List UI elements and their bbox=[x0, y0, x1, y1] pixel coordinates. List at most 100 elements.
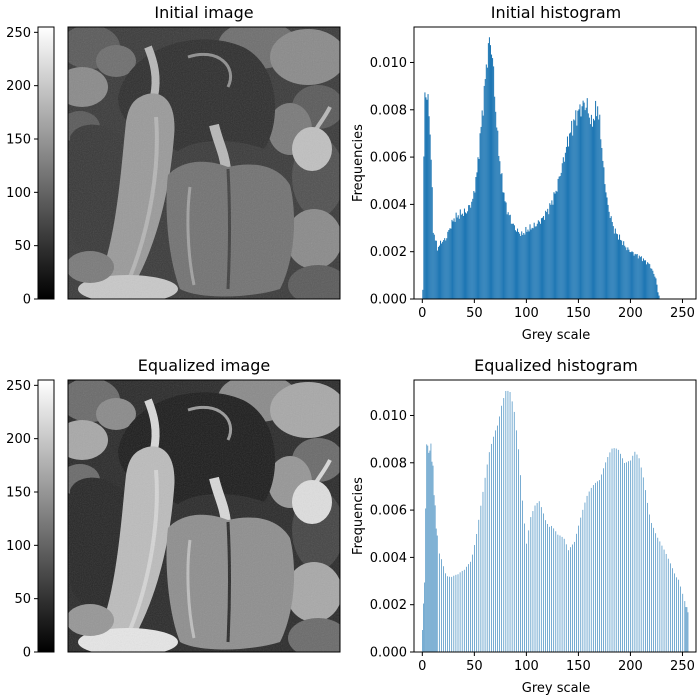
histogram-bar bbox=[613, 233, 615, 299]
histogram-bar bbox=[611, 221, 613, 299]
histogram-bar bbox=[491, 443, 492, 652]
histogram-bar bbox=[432, 465, 434, 652]
histogram-bar bbox=[586, 495, 588, 652]
histogram-bar bbox=[472, 554, 473, 652]
histogram-bar bbox=[588, 117, 590, 299]
initial-colorbar-ticks: 0 50 100 150 200 250 bbox=[6, 26, 38, 308]
histogram-bar bbox=[545, 210, 547, 299]
histogram-bar bbox=[592, 485, 594, 652]
histogram-bar bbox=[609, 218, 611, 299]
histogram-bar bbox=[561, 536, 563, 652]
histogram-bar bbox=[650, 268, 652, 299]
histogram-bar bbox=[526, 231, 528, 299]
histogram-bar bbox=[587, 113, 589, 299]
histogram-bar bbox=[657, 537, 659, 652]
x-tick-label: 150 bbox=[566, 659, 591, 674]
histogram-bar bbox=[579, 104, 581, 299]
histogram-bar bbox=[454, 221, 456, 299]
histogram-bar bbox=[636, 454, 638, 652]
histogram-bar bbox=[422, 289, 424, 299]
y-tick-label: 0.006 bbox=[370, 504, 407, 519]
histogram-bar bbox=[556, 191, 558, 299]
histogram-bar bbox=[460, 214, 462, 299]
histogram-bar bbox=[645, 490, 646, 652]
histogram-bar bbox=[499, 416, 500, 652]
histogram-bar bbox=[573, 119, 575, 299]
histogram-bar bbox=[611, 448, 613, 652]
histogram-bar bbox=[486, 464, 488, 652]
histogram-bar bbox=[599, 114, 601, 300]
histogram-bar bbox=[524, 234, 526, 299]
colorbar-tick-label: 50 bbox=[14, 592, 31, 607]
histogram-bar bbox=[583, 102, 585, 299]
colorbar-tick-label: 250 bbox=[6, 379, 31, 394]
y-tick-label: 0.002 bbox=[370, 245, 407, 260]
histogram-bar bbox=[663, 549, 665, 652]
histogram-bar bbox=[638, 458, 640, 652]
histogram-bar bbox=[429, 450, 431, 652]
histogram-bar bbox=[633, 255, 635, 299]
histogram-bar bbox=[453, 218, 455, 299]
histogram-bar bbox=[517, 228, 519, 299]
histogram-bar bbox=[624, 462, 625, 652]
histogram-bar bbox=[491, 54, 493, 299]
histogram-bar bbox=[550, 204, 552, 299]
histogram-bar bbox=[498, 155, 500, 299]
histogram-bar bbox=[515, 430, 517, 652]
histogram-bar bbox=[676, 577, 677, 652]
histogram-bar bbox=[571, 120, 573, 300]
initial-histogram-ylabel: Frequencies bbox=[351, 124, 366, 202]
histogram-bar bbox=[427, 445, 429, 652]
histogram-bar bbox=[589, 124, 591, 299]
histogram-bar bbox=[597, 106, 599, 299]
histogram-bar bbox=[534, 226, 536, 299]
histogram-bar bbox=[463, 208, 465, 299]
histogram-bar bbox=[595, 482, 596, 652]
histogram-bar bbox=[560, 172, 562, 299]
histogram-bar bbox=[508, 215, 510, 299]
histogram-bar bbox=[646, 264, 648, 299]
histogram-bar bbox=[649, 264, 651, 299]
histogram-bar bbox=[538, 221, 540, 299]
histogram-bar bbox=[543, 513, 544, 652]
histogram-bar bbox=[518, 232, 520, 299]
histogram-bar bbox=[565, 146, 567, 299]
histogram-bar bbox=[564, 152, 566, 299]
histogram-bar bbox=[570, 132, 572, 299]
histogram-bar bbox=[655, 533, 657, 652]
histogram-bar bbox=[547, 208, 549, 299]
histogram-bar bbox=[509, 214, 511, 299]
histogram-bar bbox=[429, 134, 431, 299]
histogram-bar bbox=[521, 231, 523, 299]
histogram-bar bbox=[552, 204, 554, 299]
histogram-bar bbox=[527, 229, 529, 299]
histogram-bar bbox=[456, 217, 458, 299]
equalized-colorbar-ticks: 0 50 100 150 200 250 bbox=[6, 379, 38, 661]
histogram-bar bbox=[682, 593, 684, 652]
histogram-bar bbox=[524, 523, 525, 652]
histogram-bar bbox=[447, 231, 449, 299]
histogram-bar bbox=[581, 106, 583, 299]
histogram-bar bbox=[614, 228, 616, 299]
histogram-bar bbox=[506, 214, 508, 299]
histogram-bar bbox=[590, 114, 592, 300]
histogram-bar bbox=[577, 110, 579, 299]
histogram-bar bbox=[580, 116, 582, 299]
histogram-bar bbox=[584, 502, 586, 652]
equalized-histogram-ylabel: Frequencies bbox=[351, 477, 366, 555]
histogram-bar bbox=[674, 573, 675, 652]
histogram-bar bbox=[453, 575, 455, 652]
histogram-bar bbox=[603, 468, 604, 652]
histogram-bar bbox=[603, 167, 605, 299]
histogram-bar bbox=[598, 119, 600, 299]
histogram-bar bbox=[441, 243, 443, 299]
histogram-bar bbox=[592, 118, 595, 299]
histogram-bar bbox=[502, 192, 504, 299]
histogram-bar bbox=[631, 251, 633, 299]
histogram-bar bbox=[509, 392, 511, 652]
histogram-bar bbox=[483, 85, 485, 299]
histogram-bar bbox=[478, 158, 480, 299]
histogram-bar bbox=[617, 449, 619, 652]
histogram-bar bbox=[616, 234, 618, 299]
histogram-bar bbox=[634, 451, 636, 652]
